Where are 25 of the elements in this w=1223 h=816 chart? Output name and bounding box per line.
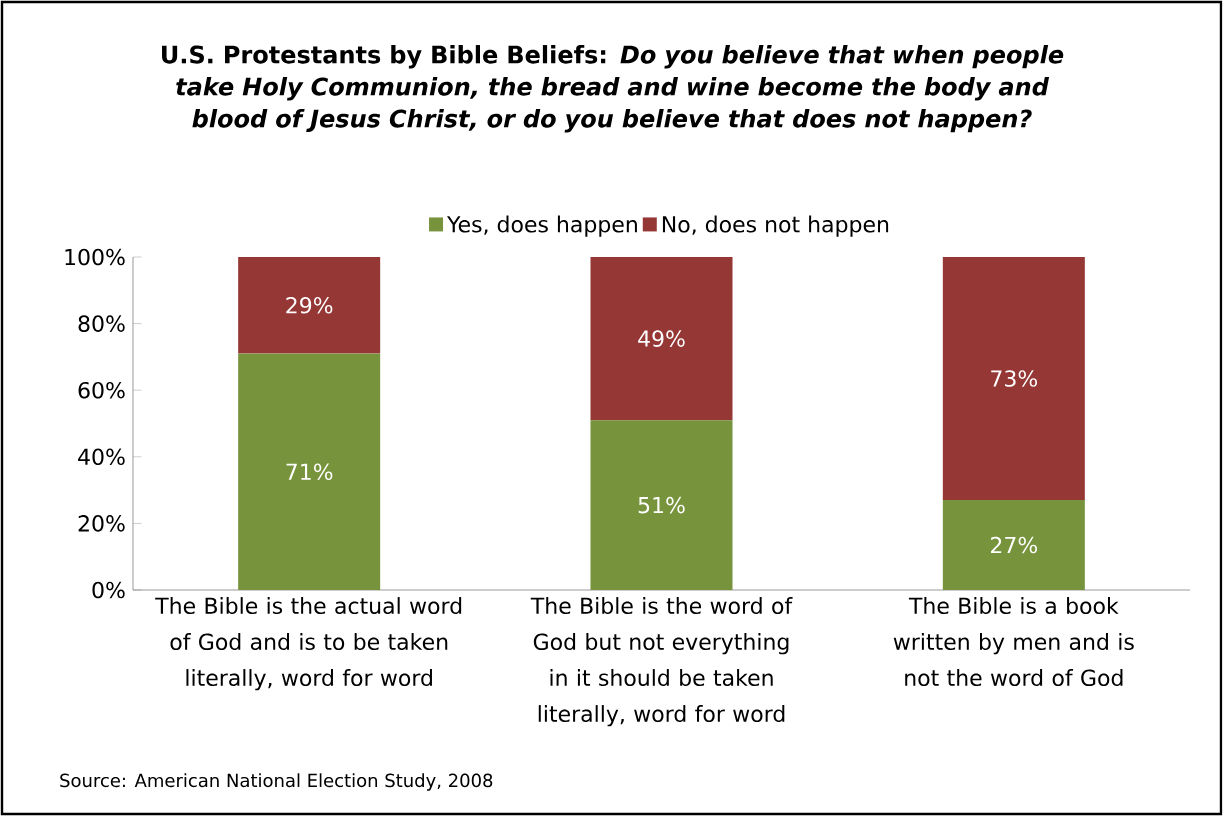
legend-label: No, does not happen bbox=[662, 215, 889, 237]
y-tick-label: 20% bbox=[78, 515, 125, 532]
data-label: 71% bbox=[286, 463, 333, 481]
x-tick-label: The Bible is the actual word of God and is to be taken literally, word for word bbox=[155, 597, 462, 691]
legend-label: Yes, does happen bbox=[447, 215, 637, 237]
y-tick-label: 100% bbox=[65, 248, 125, 266]
y-tick-label: 40% bbox=[78, 448, 125, 466]
data-label: 49% bbox=[638, 330, 685, 347]
y-tick-label: 80% bbox=[78, 315, 125, 332]
source-note: Source: American National Election Study, 2008 bbox=[60, 773, 493, 791]
data-label: 51% bbox=[638, 496, 685, 514]
data-label: 73% bbox=[991, 370, 1038, 387]
chart-title: U.S. Protestants by Bible Beliefs: Do you believe that when people take Holy Communion, the bread and wine become the body and blood of Jesus Christ, or do you believe that does not happen? bbox=[162, 45, 1064, 133]
y-tick-label: 0% bbox=[92, 581, 125, 599]
y-tick-label: 60% bbox=[78, 381, 125, 399]
bar bbox=[942, 500, 1085, 590]
bar bbox=[238, 257, 381, 354]
data-label: 29% bbox=[286, 296, 333, 314]
bar bbox=[238, 353, 381, 590]
x-tick-label: The Bible is the word of God but not everything in it should be taken literally, word for word bbox=[530, 597, 793, 727]
data-label: 27% bbox=[990, 536, 1038, 554]
bar bbox=[590, 420, 733, 590]
x-tick-label: The Bible is a book written by men and is not the word of God bbox=[893, 597, 1134, 687]
bar bbox=[942, 257, 1085, 501]
bar bbox=[590, 257, 733, 421]
